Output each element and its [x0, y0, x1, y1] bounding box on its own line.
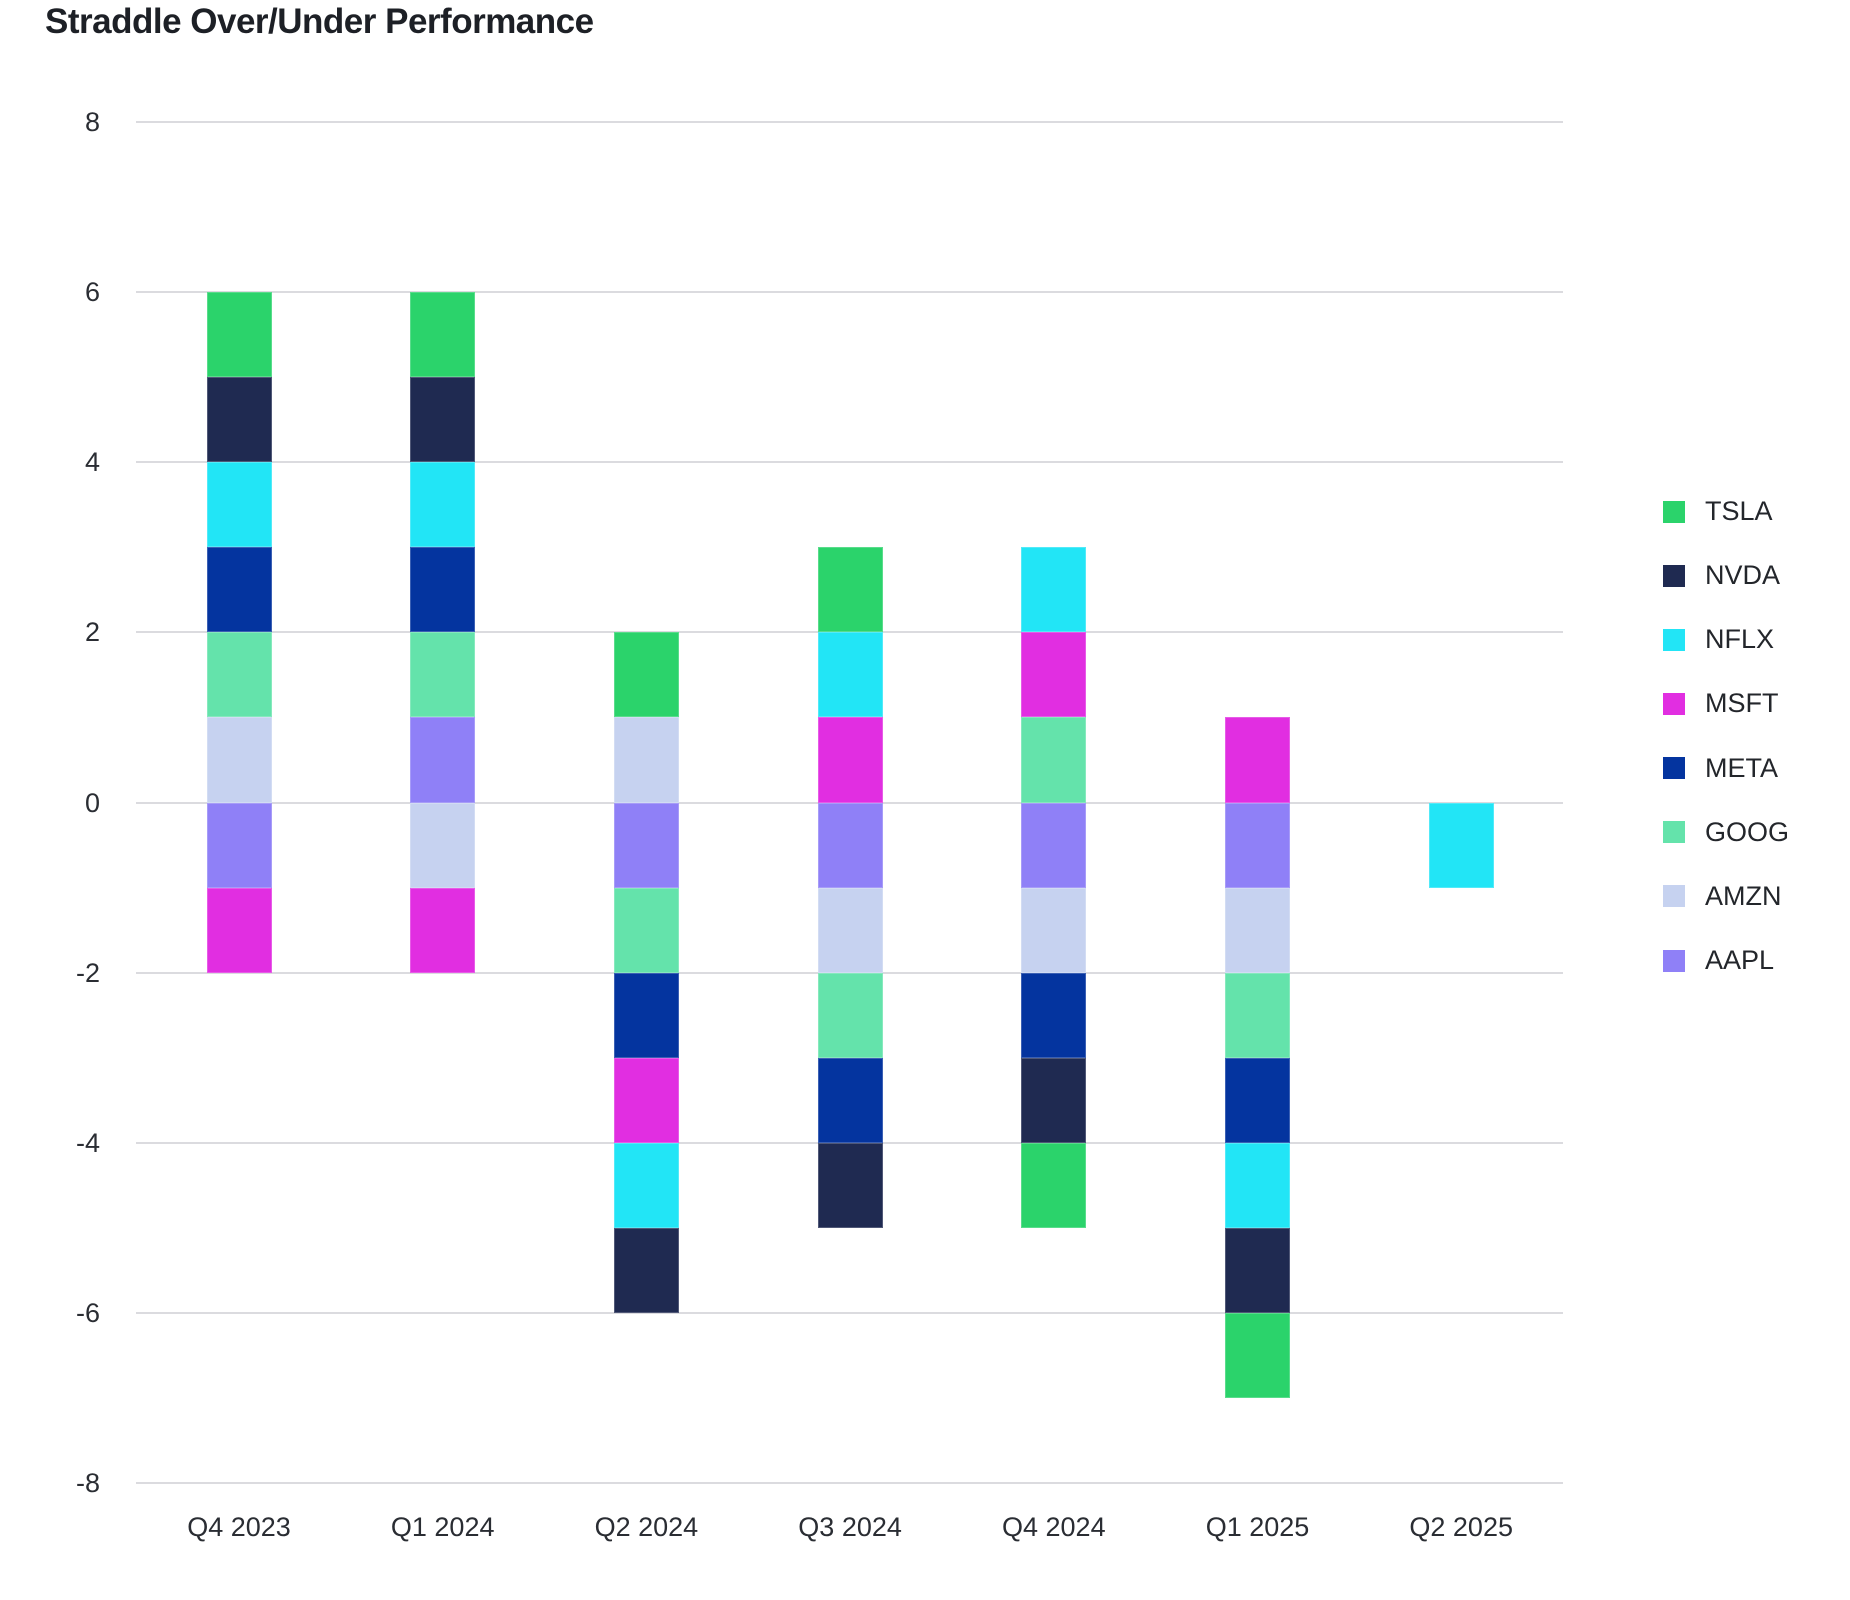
- bar-segment-GOOG: [410, 632, 476, 718]
- bar-segment-META: [613, 972, 679, 1058]
- y-tick-label: 0: [84, 787, 100, 818]
- bar-segment-TSLA: [613, 632, 679, 718]
- bar-segment-GOOG: [613, 887, 679, 973]
- x-tick-label: Q1 2025: [1205, 1512, 1310, 1542]
- y-tick-label: -4: [75, 1127, 100, 1158]
- bar-segment-NVDA: [613, 1227, 679, 1313]
- bar-segment-TSLA: [410, 292, 476, 378]
- x-tick-label: Q4 2024: [1002, 1512, 1106, 1542]
- legend-swatch-NVDA: [1663, 564, 1685, 587]
- legend-item-AAPL: AAPL: [1663, 945, 1774, 976]
- bar-segment-GOOG: [1225, 972, 1290, 1058]
- legend-swatch-TSLA: [1663, 500, 1685, 523]
- bar-segment-META: [1225, 1057, 1290, 1143]
- bar-segment-TSLA: [817, 547, 883, 633]
- bar-segment-AAPL: [613, 802, 679, 888]
- legend-label: AAPL: [1705, 945, 1775, 976]
- bar-segment-MSFT: [410, 887, 476, 973]
- y-tick-label: 2: [84, 617, 100, 648]
- legend-swatch-META: [1663, 757, 1685, 780]
- legend-swatch-GOOG: [1663, 821, 1685, 844]
- legend-item-GOOG: GOOG: [1663, 817, 1789, 848]
- bar-segment-GOOG: [1021, 717, 1087, 803]
- legend-swatch-AMZN: [1663, 885, 1685, 908]
- legend-item-META: META: [1663, 753, 1778, 784]
- y-tick-label: 6: [84, 277, 100, 308]
- bar-segment-AAPL: [817, 802, 883, 888]
- legend-label: MSFT: [1705, 688, 1779, 719]
- x-tick-label: Q2 2024: [594, 1512, 699, 1542]
- bar-segment-MSFT: [206, 887, 272, 973]
- bar-segment-GOOG: [817, 972, 883, 1058]
- bar-segment-AMZN: [1225, 887, 1290, 973]
- y-tick-label: -6: [75, 1297, 100, 1328]
- bar-segment-META: [817, 1057, 883, 1143]
- chart-title: Straddle Over/Under Performance: [45, 2, 594, 41]
- bar-segment-NFLX: [1428, 802, 1494, 888]
- bar-segment-AAPL: [206, 802, 272, 888]
- legend-label: NFLX: [1705, 624, 1775, 655]
- bar-segment-NFLX: [410, 462, 476, 548]
- y-tick-label: 4: [84, 447, 100, 478]
- bar-segment-TSLA: [1225, 1312, 1290, 1398]
- bar-segment-NVDA: [410, 377, 476, 463]
- legend-item-NVDA: NVDA: [1663, 560, 1780, 591]
- bar-segment-META: [1021, 972, 1087, 1058]
- bar-segment-AMZN: [206, 717, 272, 803]
- legend-label: TSLA: [1705, 496, 1773, 526]
- y-tick-label: 8: [84, 107, 100, 137]
- legend-label: AMZN: [1705, 880, 1782, 911]
- bar-segment-TSLA: [1021, 1142, 1087, 1228]
- legend-item-MSFT: MSFT: [1663, 688, 1779, 719]
- bar-segment-AMZN: [613, 717, 679, 803]
- legend-label: GOOG: [1705, 816, 1790, 847]
- x-tick-label: Q3 2024: [798, 1512, 902, 1542]
- bar-segment-NFLX: [613, 1142, 679, 1228]
- bar-segment-AAPL: [1021, 802, 1087, 888]
- y-tick-label: -8: [75, 1468, 100, 1498]
- bar-segment-NVDA: [817, 1142, 883, 1228]
- bar-segment-GOOG: [206, 632, 272, 718]
- bar-segment-NFLX: [1021, 547, 1087, 633]
- bar-segment-NVDA: [1225, 1227, 1290, 1313]
- bar-segment-AAPL: [1225, 802, 1290, 888]
- legend-item-TSLA: TSLA: [1663, 496, 1773, 527]
- bar-segment-AMZN: [817, 887, 883, 973]
- bar-segment-AAPL: [410, 717, 476, 803]
- bar-segment-MSFT: [1021, 632, 1087, 718]
- gridline: [136, 291, 1563, 294]
- bar-segment-MSFT: [817, 717, 883, 803]
- bar-segment-NFLX: [817, 632, 883, 718]
- bar-segment-NFLX: [206, 462, 272, 548]
- legend-swatch-AAPL: [1663, 949, 1685, 972]
- bar-segment-MSFT: [1225, 717, 1290, 803]
- gridline: [136, 1311, 1563, 1314]
- x-tick-label: Q4 2023: [187, 1512, 291, 1542]
- gridline: [136, 461, 1563, 464]
- bar-segment-META: [206, 547, 272, 633]
- y-tick-label: -2: [75, 957, 100, 988]
- legend-item-NFLX: NFLX: [1663, 624, 1774, 655]
- gridline: [136, 121, 1563, 123]
- legend-swatch-MSFT: [1663, 692, 1685, 715]
- bar-segment-AMZN: [1021, 887, 1087, 973]
- gridline: [136, 1482, 1563, 1484]
- legend-label: NVDA: [1705, 560, 1781, 591]
- bar-segment-META: [410, 547, 476, 633]
- x-tick-label: Q2 2025: [1409, 1512, 1513, 1542]
- bar-segment-NVDA: [1021, 1057, 1087, 1143]
- x-tick-label: Q1 2024: [390, 1512, 495, 1542]
- bar-segment-NFLX: [1225, 1142, 1290, 1228]
- legend-label: META: [1705, 752, 1778, 783]
- bar-segment-NVDA: [206, 377, 272, 463]
- bar-segment-TSLA: [206, 292, 272, 378]
- legend-swatch-NFLX: [1663, 628, 1685, 651]
- bar-segment-MSFT: [613, 1057, 679, 1143]
- legend-item-AMZN: AMZN: [1663, 881, 1782, 912]
- bar-segment-AMZN: [410, 802, 476, 888]
